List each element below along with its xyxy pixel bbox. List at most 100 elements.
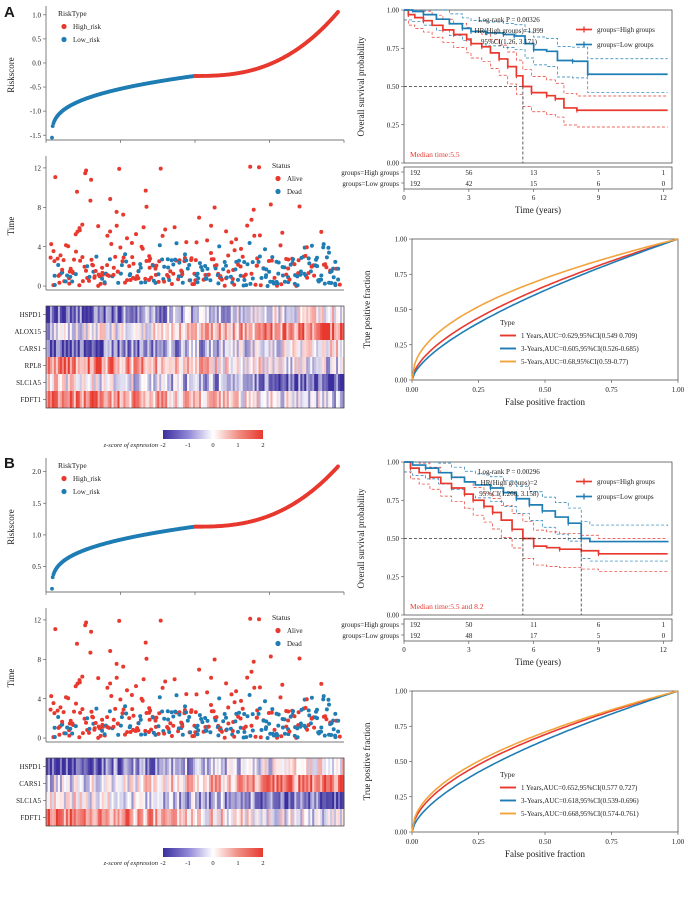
roc-legend-label: 5-Years,AUC=0.668,95%CI(0.574-0.761) — [521, 810, 639, 818]
time-point — [111, 724, 116, 729]
heatmap-cell — [107, 775, 110, 792]
heatmap-cell — [51, 357, 55, 374]
heatmap-cell — [308, 340, 311, 357]
heatmap-cell — [310, 323, 313, 340]
heatmap-cell — [139, 758, 142, 775]
panel-a-letter: A — [4, 4, 15, 21]
y-axis-title: True positive fraction — [362, 722, 372, 800]
time-point — [282, 265, 287, 270]
heatmap-cell — [226, 374, 230, 391]
heatmap-cell — [99, 809, 103, 826]
heatmap-cell — [183, 374, 186, 391]
heatmap-cell — [238, 809, 242, 826]
time-point — [105, 263, 110, 268]
heatmap-cell — [115, 374, 118, 391]
heatmap-cell — [71, 391, 75, 408]
time-point — [67, 281, 72, 286]
heatmap-cell — [300, 357, 303, 374]
heatmap-cell — [95, 323, 99, 340]
heatmap-cell — [288, 306, 291, 323]
heatmap-cell — [49, 340, 53, 357]
heatmap-cell — [155, 809, 158, 826]
roc-curve — [411, 238, 679, 381]
heatmap-cell — [69, 357, 73, 374]
heatmap-cell — [250, 357, 254, 374]
heatmap-cell — [250, 391, 254, 408]
time-point — [230, 729, 235, 733]
heatmap-cell — [175, 758, 178, 775]
heatmap-cell — [340, 323, 343, 340]
heatmap-cell — [308, 374, 311, 391]
heatmap-cell — [242, 775, 246, 792]
y-tick-label: 0.25 — [387, 121, 400, 129]
heatmap-cell — [135, 809, 138, 826]
time-point — [169, 734, 174, 738]
heatmap-cell — [121, 775, 124, 792]
heatmap-cell — [177, 391, 180, 408]
time-point — [168, 269, 173, 274]
time-point — [111, 717, 116, 722]
heatmap-cell — [163, 792, 166, 809]
heatmap-cell — [308, 306, 311, 323]
heatmap-cell — [272, 357, 275, 374]
heatmap-cell — [340, 340, 343, 357]
heatmap-cell — [328, 357, 331, 374]
heatmap-cell — [131, 357, 134, 374]
heatmap-cell — [165, 775, 168, 792]
heatmap-cell — [222, 792, 226, 809]
heatmap-cell — [79, 792, 83, 809]
heatmap-cell — [200, 758, 204, 775]
time-point — [143, 280, 148, 285]
heatmap-cell — [129, 391, 132, 408]
time-point — [217, 696, 222, 701]
time-point — [156, 272, 161, 277]
time-point — [109, 242, 114, 246]
heatmap-cell — [57, 374, 61, 391]
heatmap-cell — [244, 792, 248, 809]
heatmap-cell — [226, 306, 230, 323]
time-point — [203, 728, 208, 733]
colorbar-tick-label: 1 — [236, 860, 239, 867]
time-point — [68, 718, 73, 723]
heatmap-cell — [75, 374, 79, 391]
heatmap-cell — [236, 306, 240, 323]
time-point — [70, 731, 75, 736]
median-time-label: Median time:5.5 and 8.2 — [410, 602, 484, 611]
time-point — [282, 731, 287, 736]
heatmap-cell — [242, 323, 246, 340]
time-point — [276, 723, 281, 728]
heatmap-cell — [161, 374, 164, 391]
heatmap-cell — [51, 323, 55, 340]
time-point — [125, 730, 130, 735]
risk-table-cell: 13 — [530, 169, 538, 177]
time-point — [102, 280, 107, 285]
heatmap-cell — [93, 357, 97, 374]
heatmap-cell — [139, 323, 142, 340]
heatmap-cell — [109, 391, 112, 408]
heatmap-cell — [244, 357, 248, 374]
heatmap-cell — [125, 340, 128, 357]
heatmap-cell — [147, 357, 150, 374]
panel-a-time-plot: 12 8 4 0 Time Status Alive Dead — [0, 150, 350, 302]
time-point — [94, 254, 99, 259]
heatmap-cell — [107, 374, 110, 391]
time-point — [61, 258, 66, 263]
heatmap-cell — [214, 357, 218, 374]
km-stat-line: HR(High groups)=2 — [481, 479, 538, 487]
heatmap-cell — [121, 306, 124, 323]
heatmap-cell — [336, 391, 339, 408]
heatmap-cell — [300, 340, 303, 357]
heatmap-cell — [161, 306, 164, 323]
time-point — [337, 734, 342, 739]
time-point — [208, 278, 213, 283]
heatmap-cell — [135, 792, 138, 809]
heatmap-cell — [282, 323, 285, 340]
heatmap-cell — [228, 792, 232, 809]
heatmap-cell — [151, 809, 154, 826]
heatmap-cell — [316, 792, 319, 809]
heatmap-cell — [97, 775, 101, 792]
time-point — [89, 257, 94, 262]
heatmap-cell — [222, 758, 226, 775]
heatmap-cell — [336, 809, 339, 826]
heatmap-cell — [183, 809, 186, 826]
